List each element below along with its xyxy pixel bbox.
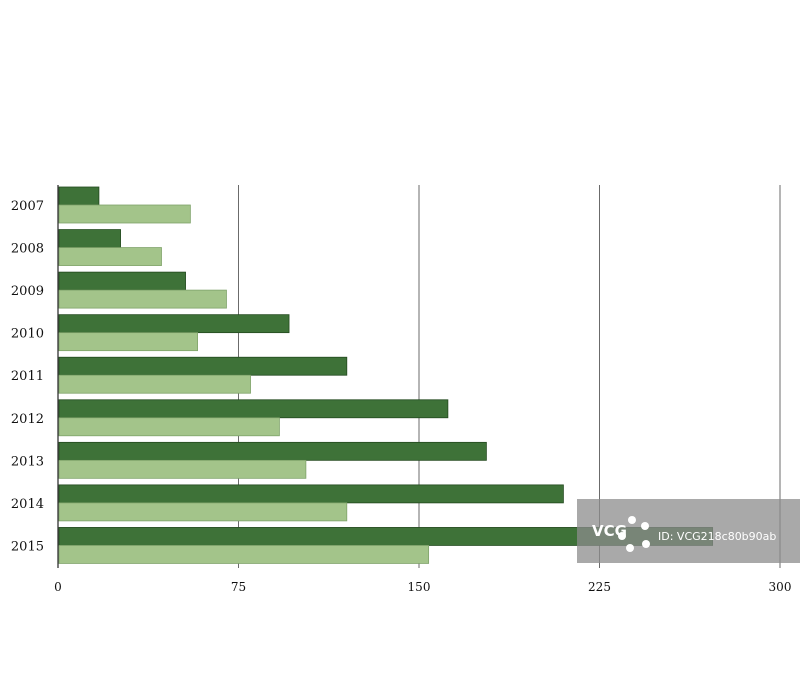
x-tick-label: 150 (408, 580, 431, 594)
bar-2012-series-1 (58, 399, 449, 419)
x-tick-label: 75 (231, 580, 246, 594)
bar-2009-series-1 (58, 271, 186, 291)
bar-2009-series-2 (58, 289, 227, 309)
bar-2013-series-1 (58, 441, 487, 461)
category-label: 2010 (11, 327, 44, 342)
bar-2015-series-2 (58, 545, 430, 564)
x-tick-labels: 0 75 150 225 300 (54, 580, 791, 594)
x-tick-label: 300 (769, 580, 792, 594)
category-label: 2009 (11, 284, 44, 299)
bar-2007-series-1 (58, 186, 100, 206)
watermark-id: ID: VCG218c80b90ab (658, 530, 776, 543)
bar-2008-series-1 (58, 229, 121, 248)
bar-2014-series-2 (58, 502, 348, 522)
bars (58, 186, 714, 564)
category-label: 2012 (11, 412, 44, 427)
x-tick-label: 225 (588, 580, 611, 594)
category-label: 2014 (11, 497, 44, 512)
category-labels: 2007 2008 2009 2010 2011 2012 2013 2014 2015 (11, 199, 44, 554)
category-label: 2007 (11, 199, 44, 214)
bar-2014-series-1 (58, 484, 564, 504)
x-tick-label: 0 (54, 580, 62, 594)
category-label: 2015 (11, 539, 44, 554)
watermark: VCG ID: VCG218c80b90ab (577, 499, 800, 563)
bar-2010-series-1 (58, 314, 290, 334)
bar-2010-series-2 (58, 332, 198, 352)
category-label: 2008 (11, 242, 44, 257)
bar-2011-series-1 (58, 356, 348, 376)
bar-2012-series-2 (58, 417, 280, 437)
bar-2008-series-2 (58, 247, 162, 266)
bar-2013-series-2 (58, 459, 307, 479)
bar-2011-series-2 (58, 374, 251, 394)
category-label: 2011 (11, 369, 44, 384)
category-label: 2013 (11, 454, 44, 469)
watermark-flower-icon (618, 516, 650, 552)
bar-2007-series-2 (58, 204, 191, 224)
